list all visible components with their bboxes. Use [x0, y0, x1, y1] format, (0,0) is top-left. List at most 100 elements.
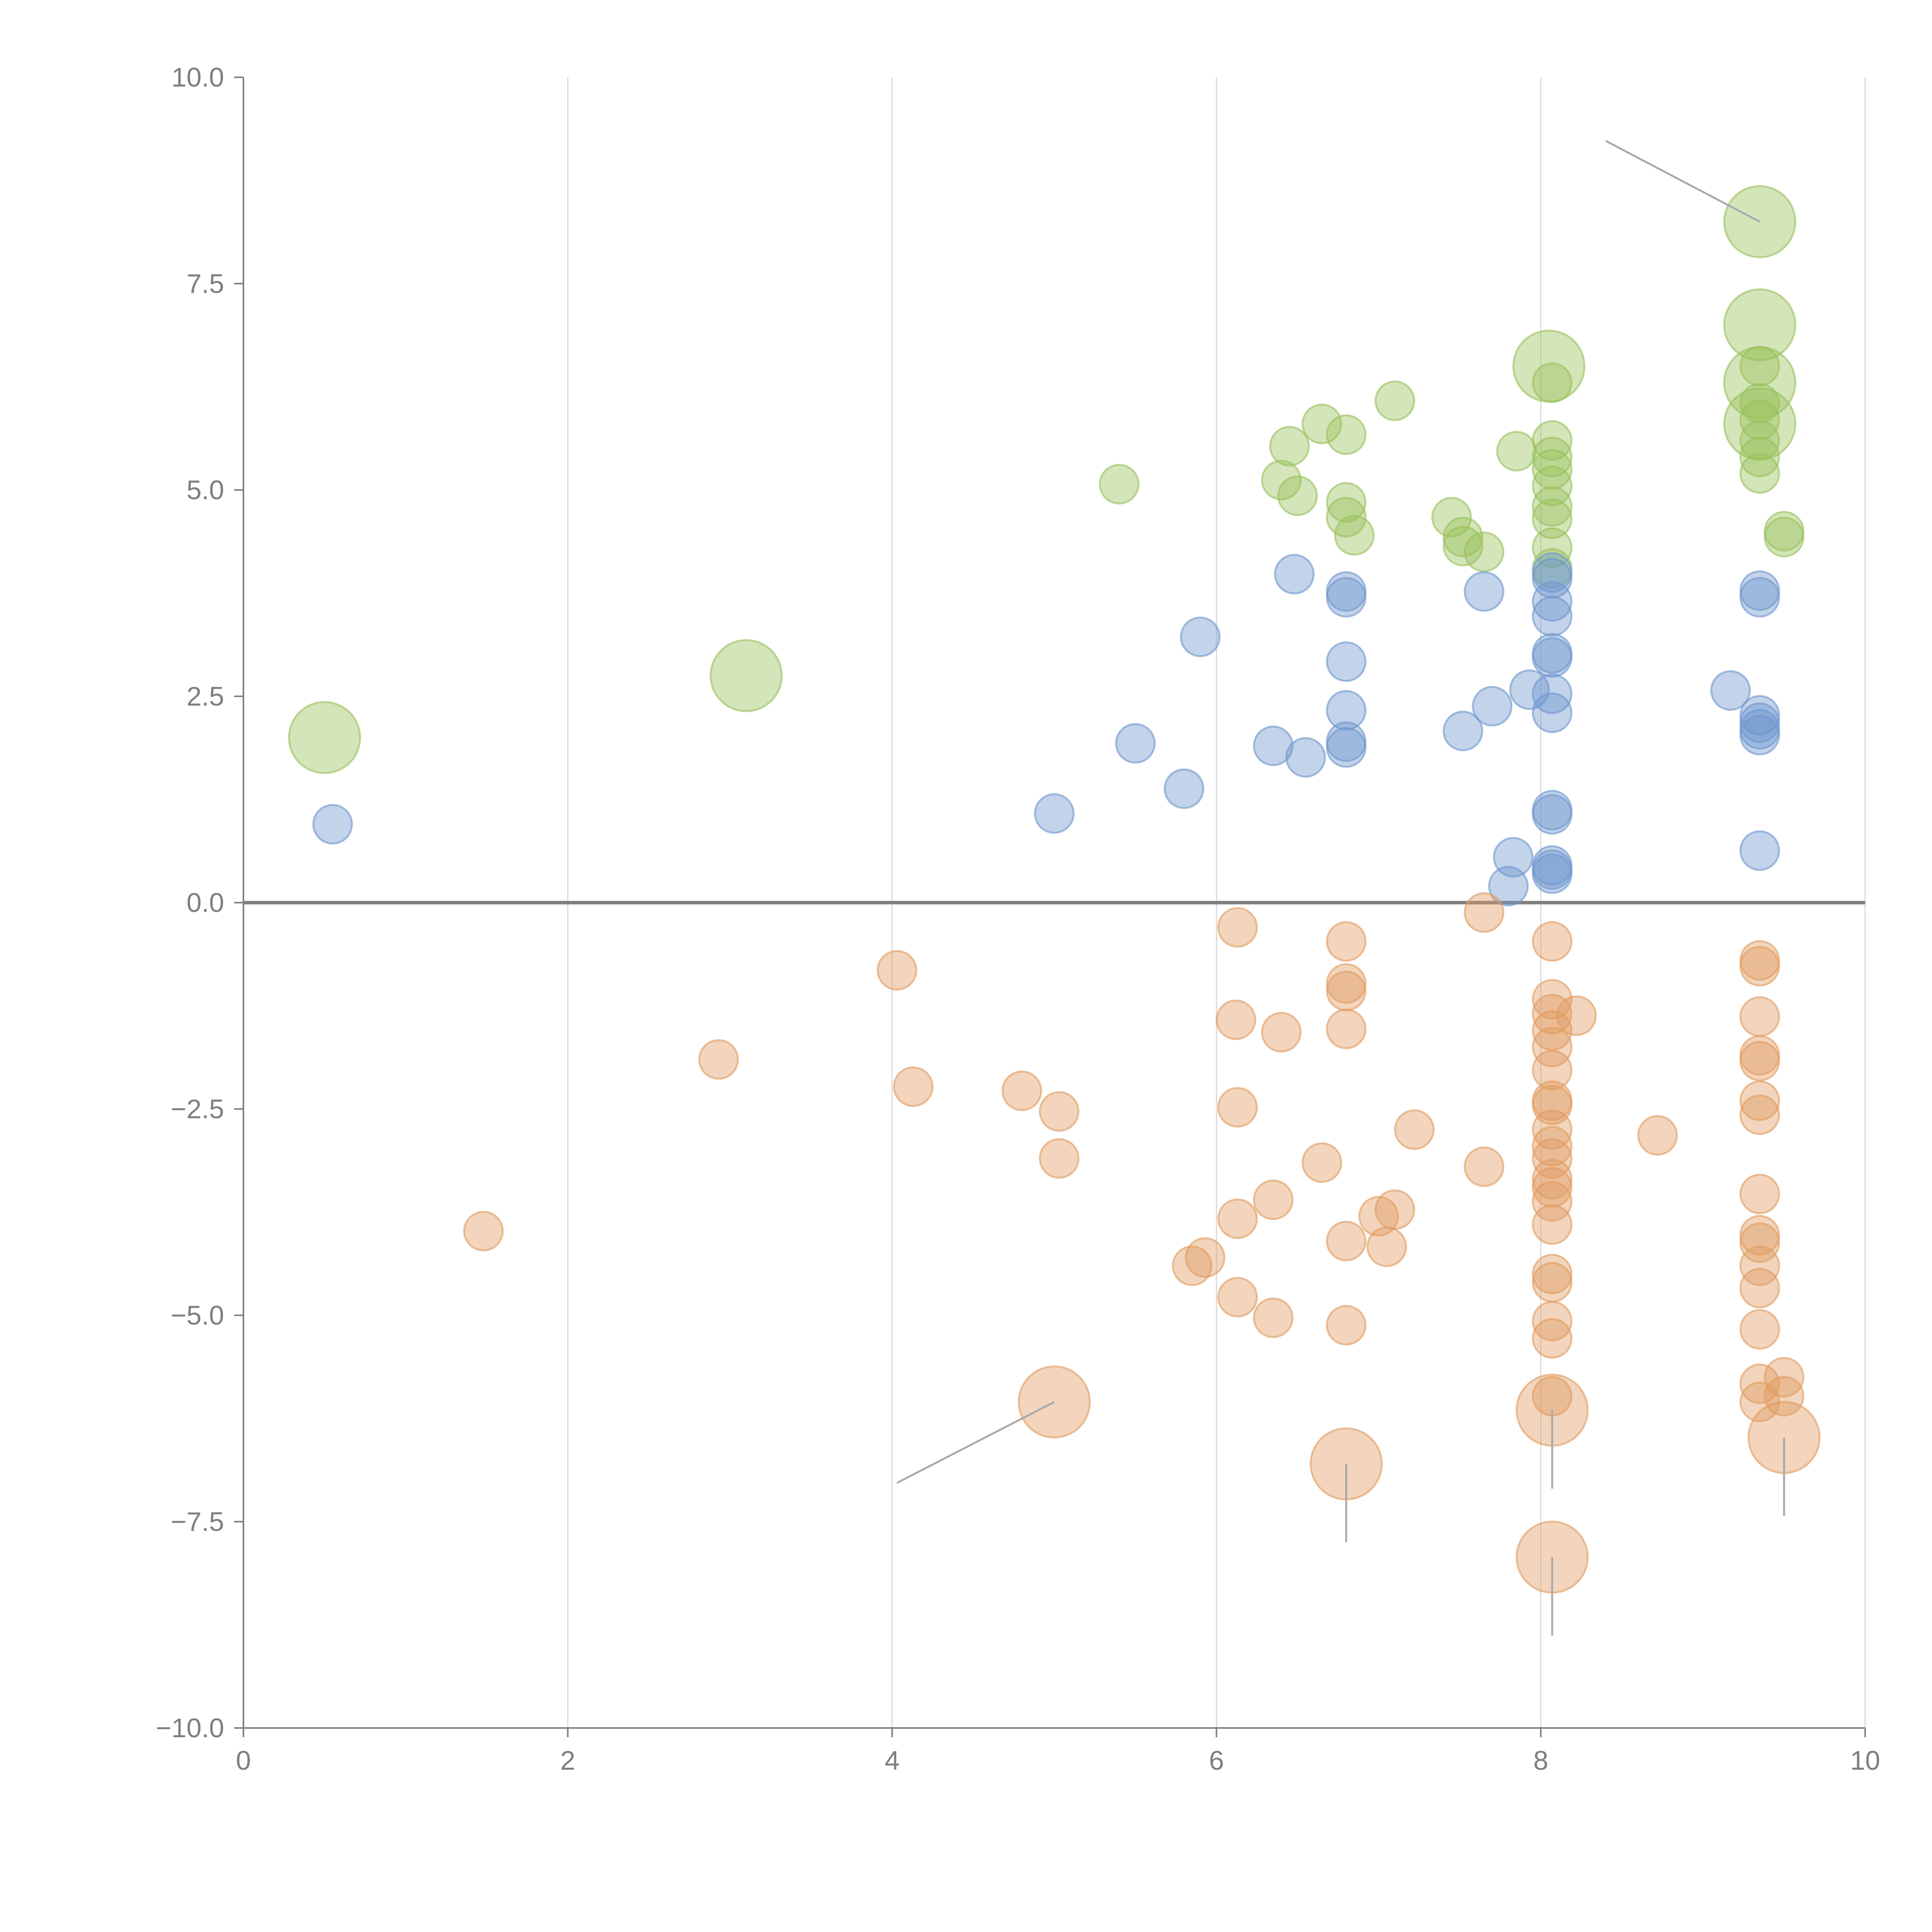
green-bubble	[1464, 531, 1505, 572]
blue-bubble	[1532, 637, 1573, 678]
blue-bubble	[1326, 690, 1367, 731]
blue-bubble	[1493, 837, 1534, 878]
orange-bubble	[1532, 1050, 1573, 1091]
orange-bubble	[1217, 907, 1258, 948]
blue-bubble	[312, 804, 353, 845]
orange-bubble	[698, 1039, 739, 1080]
green-bubble	[1099, 464, 1139, 505]
y-tick-label: 7.5	[187, 269, 224, 299]
blue-bubble	[1739, 577, 1780, 618]
orange-bubble	[1366, 1226, 1407, 1267]
blue-bubble	[1464, 571, 1505, 612]
orange-bubble	[1185, 1237, 1226, 1278]
orange-bubble	[1532, 979, 1573, 1020]
orange-bubble	[1739, 1381, 1780, 1422]
green-bubble	[1739, 453, 1780, 494]
orange-bubble	[1532, 1010, 1573, 1051]
orange-bubble	[1739, 1245, 1780, 1286]
blue-bubble	[1532, 581, 1573, 622]
orange-bubble	[1556, 995, 1597, 1036]
green-bubble	[1277, 475, 1318, 516]
orange-bubble	[1039, 1091, 1080, 1132]
orange-bubble	[1326, 1305, 1367, 1346]
leader-line	[1605, 140, 1760, 223]
y-tick-label: −5.0	[171, 1300, 224, 1330]
orange-bubble	[1532, 1204, 1573, 1245]
blue-bubble	[1180, 616, 1221, 657]
green-bubble	[1496, 431, 1537, 472]
blue-bubble	[1034, 793, 1075, 834]
orange-bubble	[1532, 1027, 1573, 1068]
orange-bubble	[1261, 1012, 1302, 1053]
orange-bubble	[1532, 1167, 1573, 1208]
x-tick-label: 6	[1209, 1745, 1224, 1776]
orange-bubble	[893, 1066, 934, 1107]
x-tick-label: 2	[560, 1745, 575, 1776]
y-tick-label: 10.0	[172, 62, 224, 92]
y-tick-label: 5.0	[187, 475, 224, 505]
green-bubble	[1301, 403, 1342, 444]
green-bubble	[1532, 527, 1573, 568]
green-bubble	[288, 701, 361, 774]
orange-bubble	[1172, 1245, 1213, 1286]
orange-bubble	[1464, 892, 1505, 933]
blue-bubble	[1532, 692, 1573, 733]
green-bubble	[1532, 498, 1573, 539]
orange-bubble	[1394, 1109, 1435, 1150]
y-tick-label: −7.5	[171, 1507, 224, 1537]
orange-bubble	[1217, 1198, 1258, 1239]
green-bubble	[1739, 346, 1780, 387]
green-bubble	[1532, 437, 1573, 478]
orange-bubble	[1532, 1126, 1573, 1167]
green-bubble	[1532, 362, 1573, 403]
orange-bubble	[1532, 1262, 1573, 1303]
leader-lines	[896, 140, 1785, 1636]
orange-bubble	[1301, 1142, 1342, 1183]
orange-bubble	[1002, 1070, 1043, 1111]
green-bubble	[1739, 437, 1780, 478]
orange-bubble	[1253, 1297, 1294, 1338]
green-bubble	[1739, 383, 1780, 424]
y-tick-label: −10.0	[156, 1713, 224, 1743]
orange-bubble	[1217, 1277, 1258, 1318]
green-bubble	[1326, 414, 1367, 455]
green-bubble	[1723, 288, 1796, 362]
green-bubble	[1374, 380, 1415, 421]
blue-bubble	[1532, 794, 1573, 835]
green-bubble	[1532, 486, 1573, 527]
orange-bubble	[1739, 996, 1780, 1037]
orange-bubble	[1532, 1159, 1573, 1200]
blue-bubble	[1274, 554, 1315, 595]
orange-bubble	[1039, 1138, 1080, 1179]
blue-bubble	[1532, 853, 1573, 894]
orange-bubble	[1464, 1146, 1505, 1187]
green-bubble	[709, 639, 783, 713]
green-bubble	[1269, 426, 1310, 467]
orange-bubble	[1739, 1173, 1780, 1214]
blue-bubble	[1472, 686, 1513, 727]
orange-bubble	[463, 1211, 504, 1252]
orange-bubble	[1637, 1115, 1678, 1156]
green-bubble	[1532, 420, 1573, 461]
orange-bubble	[1374, 1189, 1415, 1230]
orange-bubble	[1739, 1222, 1780, 1263]
blue-bubble	[1253, 725, 1294, 766]
blue-bubble	[1442, 711, 1483, 752]
green-bubble	[1334, 515, 1375, 556]
orange-bubble	[1217, 1087, 1258, 1128]
orange-bubble	[1739, 1363, 1780, 1404]
blue-bubble	[1739, 830, 1780, 871]
blue-bubble	[1532, 596, 1573, 637]
leader-line	[896, 1401, 1055, 1484]
orange-bubble	[1216, 999, 1257, 1040]
orange-bubble	[876, 950, 917, 991]
blue-bubble	[1326, 641, 1367, 682]
orange-bubble	[1739, 1268, 1780, 1309]
data-bubbles	[288, 185, 1821, 1594]
orange-bubble	[1532, 1318, 1573, 1359]
orange-bubble	[1532, 1109, 1573, 1150]
green-bubble	[1764, 517, 1804, 558]
blue-bubble	[1285, 737, 1326, 778]
orange-bubble	[1532, 1084, 1573, 1125]
